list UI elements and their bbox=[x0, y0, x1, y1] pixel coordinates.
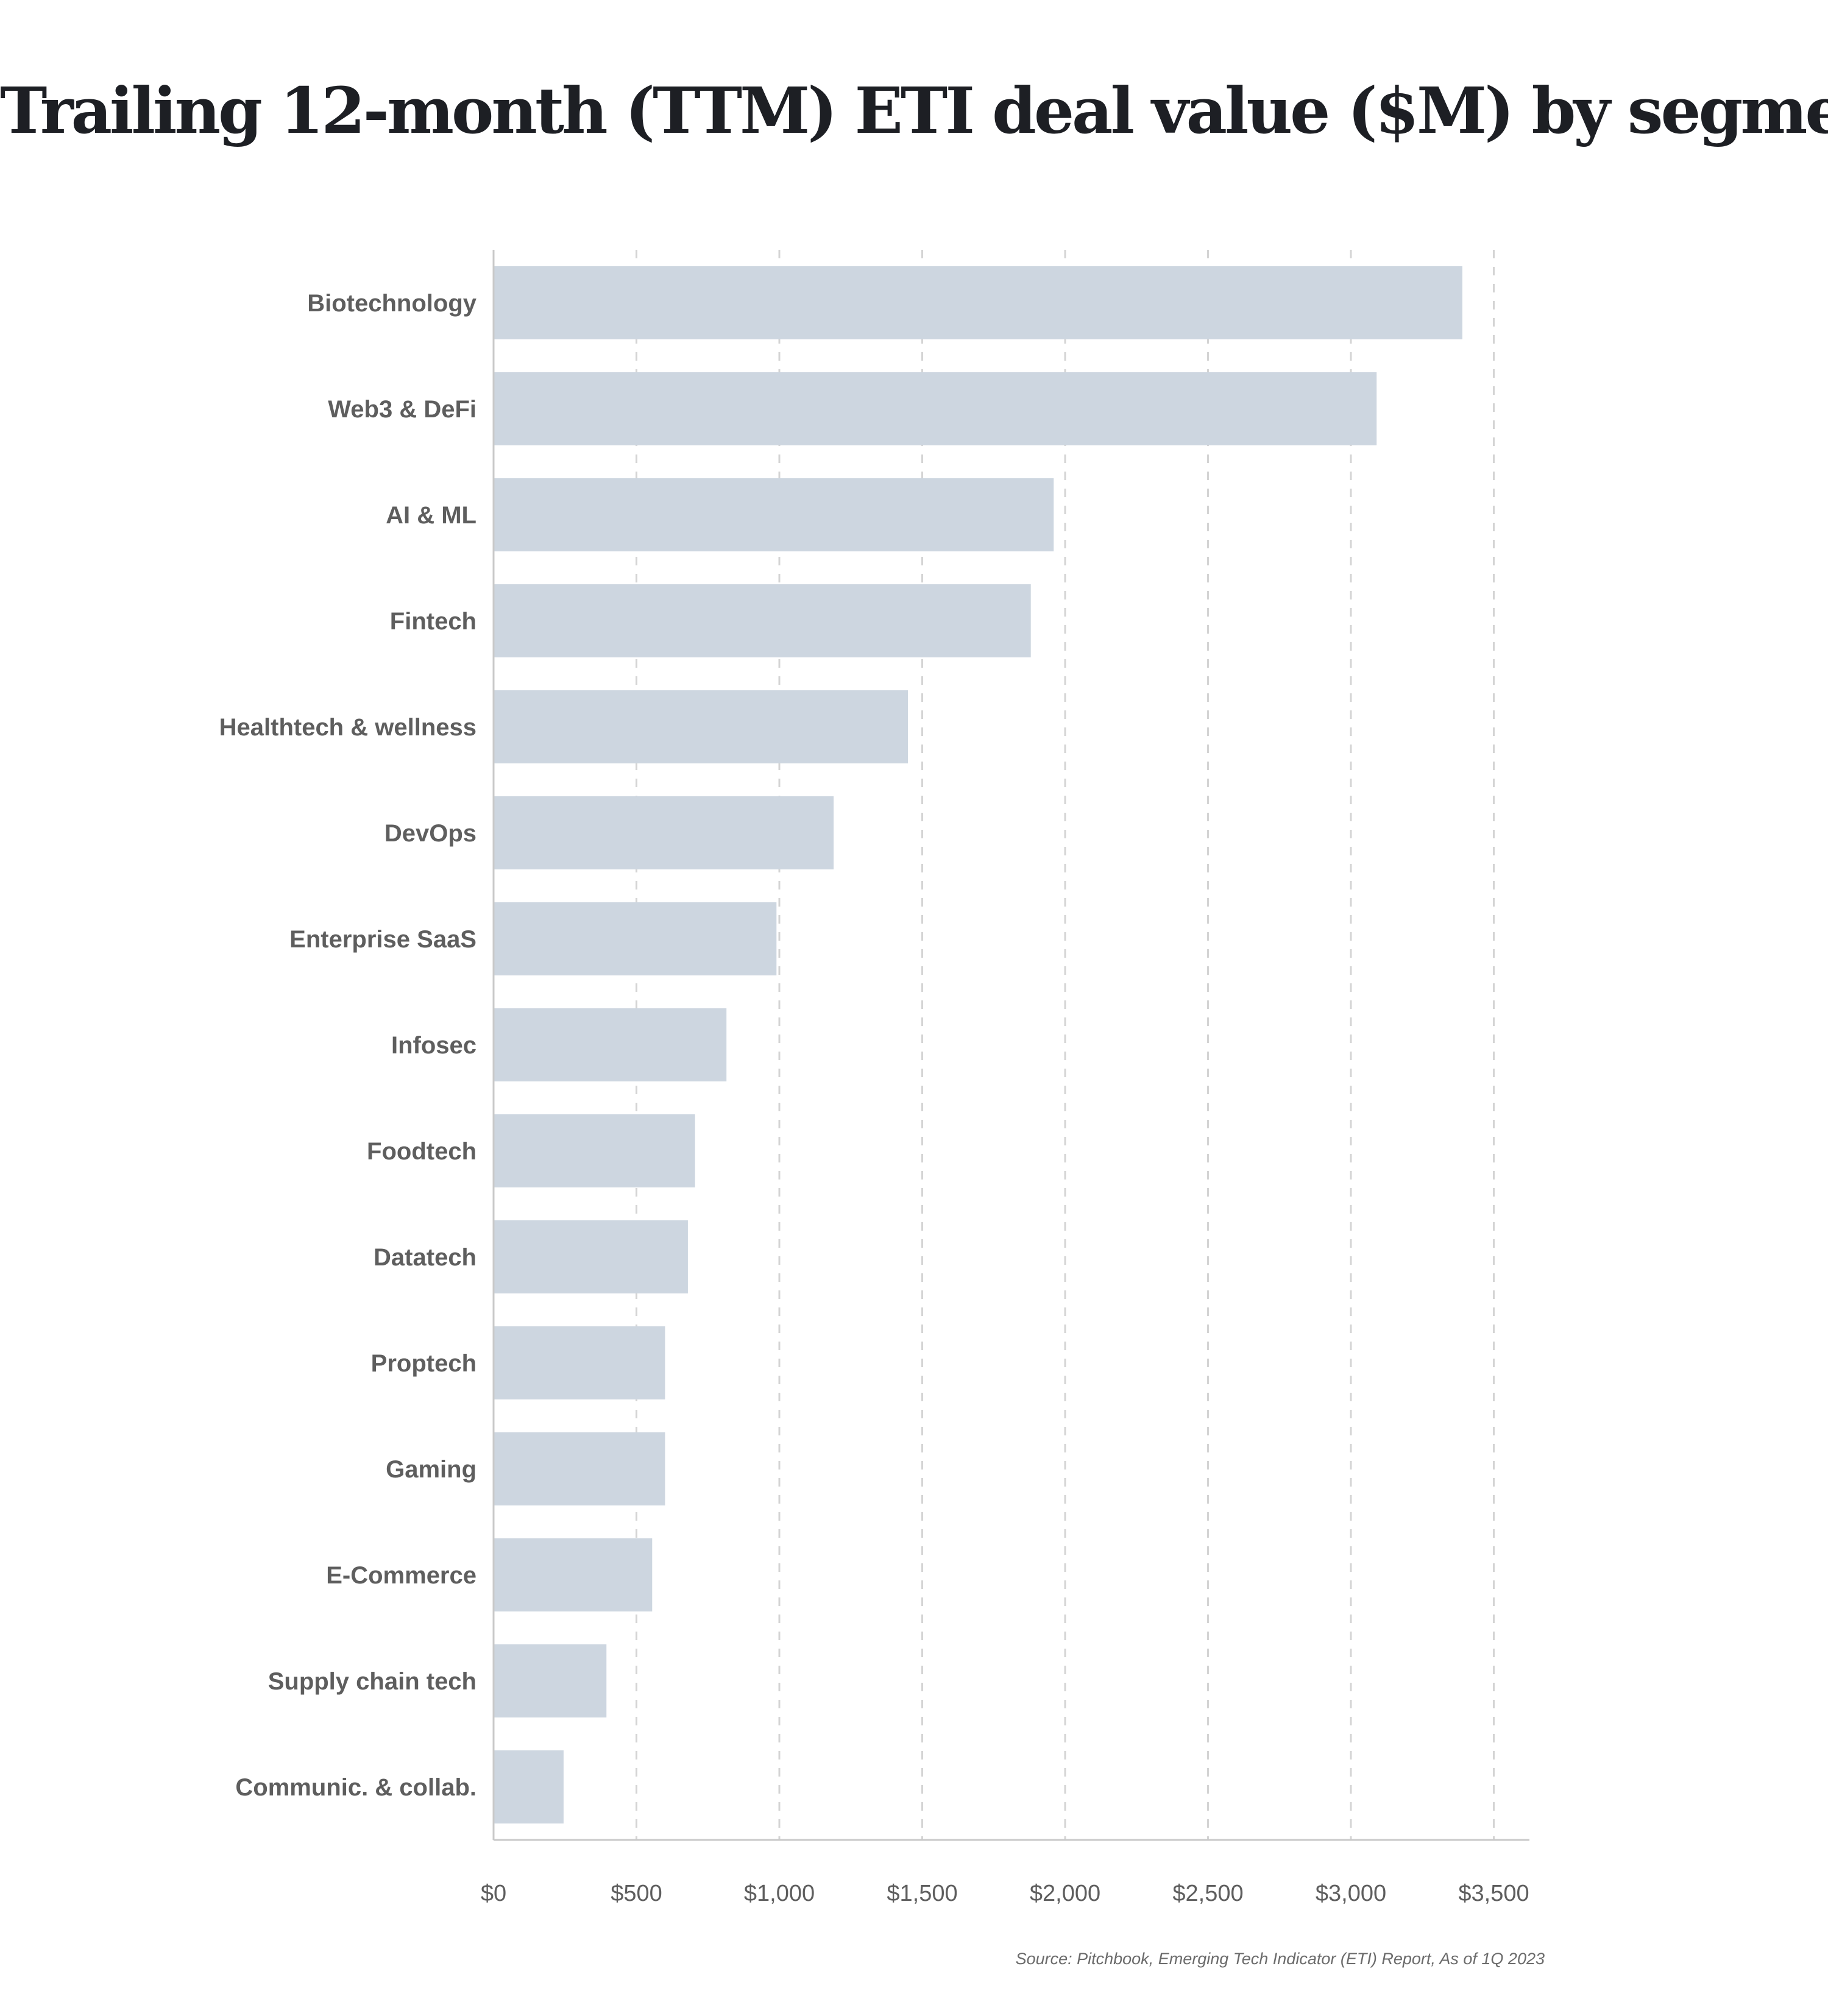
bars bbox=[494, 266, 1462, 1823]
bar bbox=[494, 584, 1031, 657]
category-label: Fintech bbox=[390, 608, 476, 635]
bar bbox=[494, 1750, 564, 1823]
category-label: Datatech bbox=[374, 1244, 476, 1271]
category-label: AI & ML bbox=[386, 502, 476, 529]
source-note: Source: Pitchbook, Emerging Tech Indicat… bbox=[1015, 1950, 1545, 1968]
chart-title: Trailing 12-month (TTM) ETI deal value (… bbox=[0, 73, 1828, 148]
category-label: E-Commerce bbox=[326, 1562, 476, 1589]
x-tick-label: $2,000 bbox=[1030, 1881, 1100, 1906]
x-tick-label: $1,000 bbox=[744, 1881, 815, 1906]
bar bbox=[494, 478, 1054, 551]
category-label: DevOps bbox=[384, 820, 476, 847]
bar bbox=[494, 690, 909, 763]
x-tick-label: $0 bbox=[481, 1881, 506, 1906]
x-tick-label: $1,500 bbox=[887, 1881, 957, 1906]
category-label: Proptech bbox=[371, 1350, 476, 1377]
category-label: Infosec bbox=[391, 1032, 476, 1059]
bar bbox=[494, 796, 834, 869]
category-labels: Biotechnology Web3 & DeFi AI & ML Fintech He… bbox=[219, 290, 477, 1801]
bar bbox=[494, 1220, 688, 1293]
category-label: Healthtech & wellness bbox=[219, 714, 476, 741]
category-label: Foodtech bbox=[367, 1138, 476, 1165]
category-label: Gaming bbox=[386, 1456, 476, 1483]
bar bbox=[494, 902, 777, 975]
category-label: Supply chain tech bbox=[268, 1668, 476, 1695]
bar bbox=[494, 1644, 607, 1717]
x-tick-label: $3,000 bbox=[1316, 1881, 1386, 1906]
bar bbox=[494, 1326, 665, 1399]
axes bbox=[492, 250, 1529, 1841]
bar bbox=[494, 1114, 695, 1187]
bar bbox=[494, 1538, 653, 1611]
category-label: Communic. & collab. bbox=[235, 1774, 476, 1801]
x-tick-label: $500 bbox=[611, 1881, 662, 1906]
bar bbox=[494, 1008, 727, 1081]
x-tick-label: $3,500 bbox=[1458, 1881, 1529, 1906]
x-tick-label: $2,500 bbox=[1172, 1881, 1243, 1906]
bar bbox=[494, 1432, 665, 1505]
bar bbox=[494, 372, 1377, 445]
category-label: Web3 & DeFi bbox=[328, 396, 476, 423]
category-label: Enterprise SaaS bbox=[289, 926, 476, 953]
category-label: Biotechnology bbox=[307, 290, 477, 317]
bar bbox=[494, 266, 1462, 339]
x-tick-labels: $0 $500 $1,000 $1,500 $2,000 $2,500 $3,000 $3,5… bbox=[481, 1881, 1529, 1906]
